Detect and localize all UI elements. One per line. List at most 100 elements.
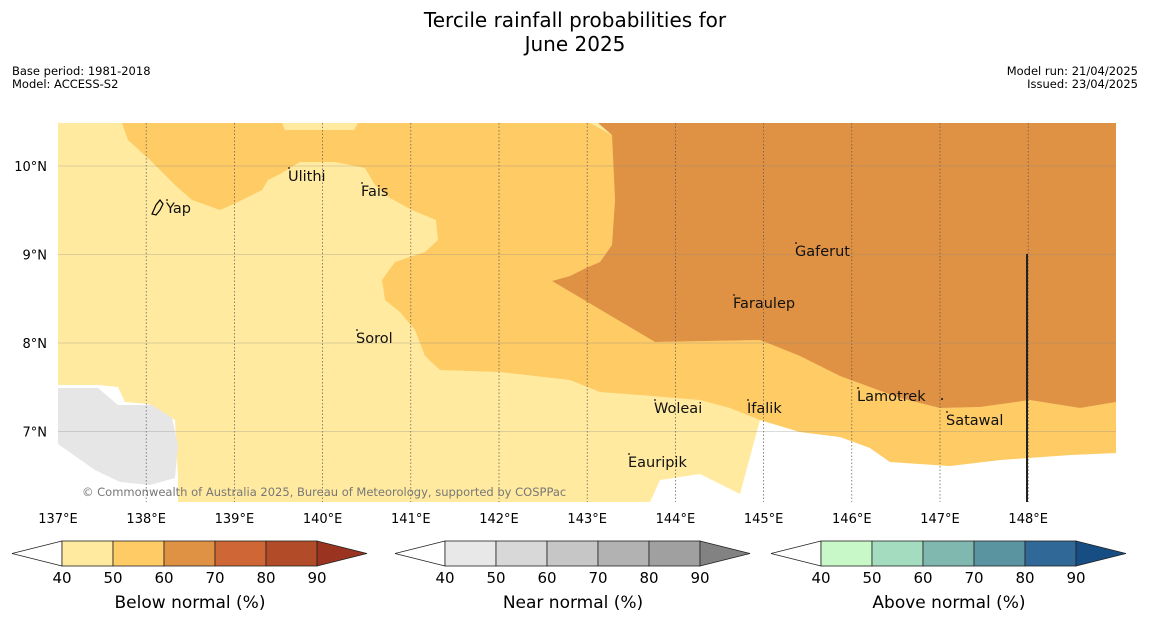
place-marker bbox=[628, 453, 630, 455]
colorbar-segment bbox=[265, 540, 318, 567]
place-label-fais: Fais bbox=[361, 184, 388, 200]
colorbar-tick-label: 80 bbox=[1015, 569, 1034, 587]
lon-tick-label: 140°E bbox=[303, 512, 343, 527]
place-marker bbox=[857, 387, 859, 389]
colorbar-segment bbox=[871, 540, 924, 567]
lat-tick-label: 9°N bbox=[23, 249, 48, 264]
colorbar-segment bbox=[214, 540, 267, 567]
model-run-text: Model run: 21/04/2025 bbox=[1006, 64, 1138, 78]
colorbar-extend-low bbox=[11, 540, 63, 567]
place-marker bbox=[795, 242, 797, 244]
colorbar-tick-label: 40 bbox=[811, 569, 830, 587]
place-label-woleai: Woleai bbox=[654, 401, 702, 417]
lat-tick-label: 8°N bbox=[23, 337, 48, 352]
colorbar-segment bbox=[820, 540, 873, 567]
place-marker bbox=[654, 399, 656, 401]
lon-tick-label: 146°E bbox=[832, 512, 872, 527]
colorbar-tick-label: 90 bbox=[307, 569, 326, 587]
colorbar-0: 40 50 60 70 80 90 bbox=[11, 540, 368, 587]
place-marker bbox=[361, 182, 363, 184]
place-label-ifalik: Ifalik bbox=[747, 401, 782, 417]
colorbar-tick-label: 50 bbox=[862, 569, 881, 587]
place-label-satawal: Satawal bbox=[946, 413, 1003, 429]
colorbar-2: 40 50 60 70 80 90 bbox=[770, 540, 1127, 587]
lon-tick-label: 139°E bbox=[215, 512, 255, 527]
map-canvas: Yap Ulithi Fais Gaferut Faraulep Sorol Lamotre… bbox=[58, 123, 1116, 502]
colorbar-tick-label: 80 bbox=[639, 569, 658, 587]
lon-tick-label: 147°E bbox=[920, 512, 960, 527]
colorbar-segment bbox=[444, 540, 497, 567]
colorbar-near-label: Near normal (%) bbox=[502, 593, 644, 613]
colorbar-below-label: Below normal (%) bbox=[114, 593, 266, 613]
colorbar-segment bbox=[648, 540, 701, 567]
colorbar-segment bbox=[61, 540, 114, 567]
place-marker bbox=[941, 398, 943, 400]
colorbar-segment bbox=[112, 540, 165, 567]
colorbar-segment bbox=[495, 540, 548, 567]
colorbar-segment bbox=[1024, 540, 1077, 567]
lon-tick-label: 144°E bbox=[656, 512, 696, 527]
colorbar-segment bbox=[163, 540, 216, 567]
yap-island-shape bbox=[151, 199, 164, 216]
place-label-lamotrek: Lamotrek bbox=[857, 389, 926, 405]
lat-tick-label: 7°N bbox=[23, 426, 48, 441]
place-marker bbox=[946, 411, 948, 413]
colorbar-tick-label: 90 bbox=[690, 569, 709, 587]
colorbar-tick-label: 50 bbox=[103, 569, 122, 587]
axis-ticks: 137°E 138°E 139°E 140°E 141°E 142°E 143°E 144°E… bbox=[14, 160, 1048, 527]
title-line-1: Tercile rainfall probabilities for bbox=[423, 8, 727, 32]
region-near-40-50 bbox=[58, 388, 178, 485]
place-marker bbox=[747, 399, 749, 401]
colorbar-tick-label: 60 bbox=[154, 569, 173, 587]
colorbar-above-label: Above normal (%) bbox=[872, 593, 1026, 613]
colorbar-tick-label: 80 bbox=[256, 569, 275, 587]
map-title: Tercile rainfall probabilities for June … bbox=[0, 8, 1150, 56]
colorbar-segment bbox=[973, 540, 1026, 567]
colorbar-tick-label: 60 bbox=[537, 569, 556, 587]
place-label-eauripik: Eauripik bbox=[628, 455, 687, 471]
colorbar-tick-label: 70 bbox=[588, 569, 607, 587]
copyright-text: © Commonwealth of Australia 2025, Bureau… bbox=[82, 485, 566, 499]
base-period-text: Base period: 1981-2018 bbox=[12, 64, 151, 78]
colorbar-segment bbox=[922, 540, 975, 567]
region-below-60-70 bbox=[552, 123, 1116, 408]
lon-tick-label: 145°E bbox=[744, 512, 784, 527]
lon-tick-label: 142°E bbox=[479, 512, 519, 527]
colorbar-extend-high bbox=[316, 540, 368, 567]
gridlines bbox=[58, 123, 1116, 502]
place-marker bbox=[356, 329, 358, 331]
place-label-faraulep: Faraulep bbox=[733, 296, 795, 312]
colorbar-extend-high bbox=[1075, 540, 1127, 567]
place-marker bbox=[288, 167, 290, 169]
title-line-2: June 2025 bbox=[524, 32, 626, 56]
place-label-yap: Yap bbox=[165, 201, 191, 217]
colorbar-tick-label: 40 bbox=[435, 569, 454, 587]
colorbar-extend-high bbox=[699, 540, 751, 567]
region-top-notch bbox=[282, 123, 358, 130]
lon-tick-label: 137°E bbox=[38, 512, 78, 527]
lon-tick-label: 148°E bbox=[1008, 512, 1048, 527]
colorbar-tick-label: 50 bbox=[486, 569, 505, 587]
colorbar-segment bbox=[597, 540, 650, 567]
lat-tick-label: 10°N bbox=[14, 160, 47, 175]
colorbar-extend-low bbox=[394, 540, 446, 567]
place-label-gaferut: Gaferut bbox=[795, 244, 850, 260]
lon-tick-label: 141°E bbox=[391, 512, 431, 527]
place-marker bbox=[166, 199, 168, 201]
place-label-sorol: Sorol bbox=[356, 331, 393, 347]
model-text: Model: ACCESS-S2 bbox=[12, 77, 119, 91]
colorbar-tick-label: 70 bbox=[205, 569, 224, 587]
colorbar-extend-low bbox=[770, 540, 822, 567]
colorbars: 40 50 60 70 80 90 40 50 60 70 80 90 40 50 60 70 80 90 bbox=[11, 540, 1127, 587]
colorbar-tick-label: 70 bbox=[964, 569, 983, 587]
place-label-ulithi: Ulithi bbox=[288, 169, 326, 185]
issued-text: Issued: 23/04/2025 bbox=[1027, 77, 1138, 91]
colorbar-tick-label: 40 bbox=[52, 569, 71, 587]
meta-right: Model run: 21/04/2025 Issued: 23/04/2025 bbox=[1007, 65, 1138, 91]
colorbar-tick-label: 60 bbox=[913, 569, 932, 587]
colorbar-segment bbox=[546, 540, 599, 567]
lon-tick-label: 138°E bbox=[126, 512, 166, 527]
colorbar-1: 40 50 60 70 80 90 bbox=[394, 540, 751, 587]
place-marker bbox=[733, 294, 735, 296]
